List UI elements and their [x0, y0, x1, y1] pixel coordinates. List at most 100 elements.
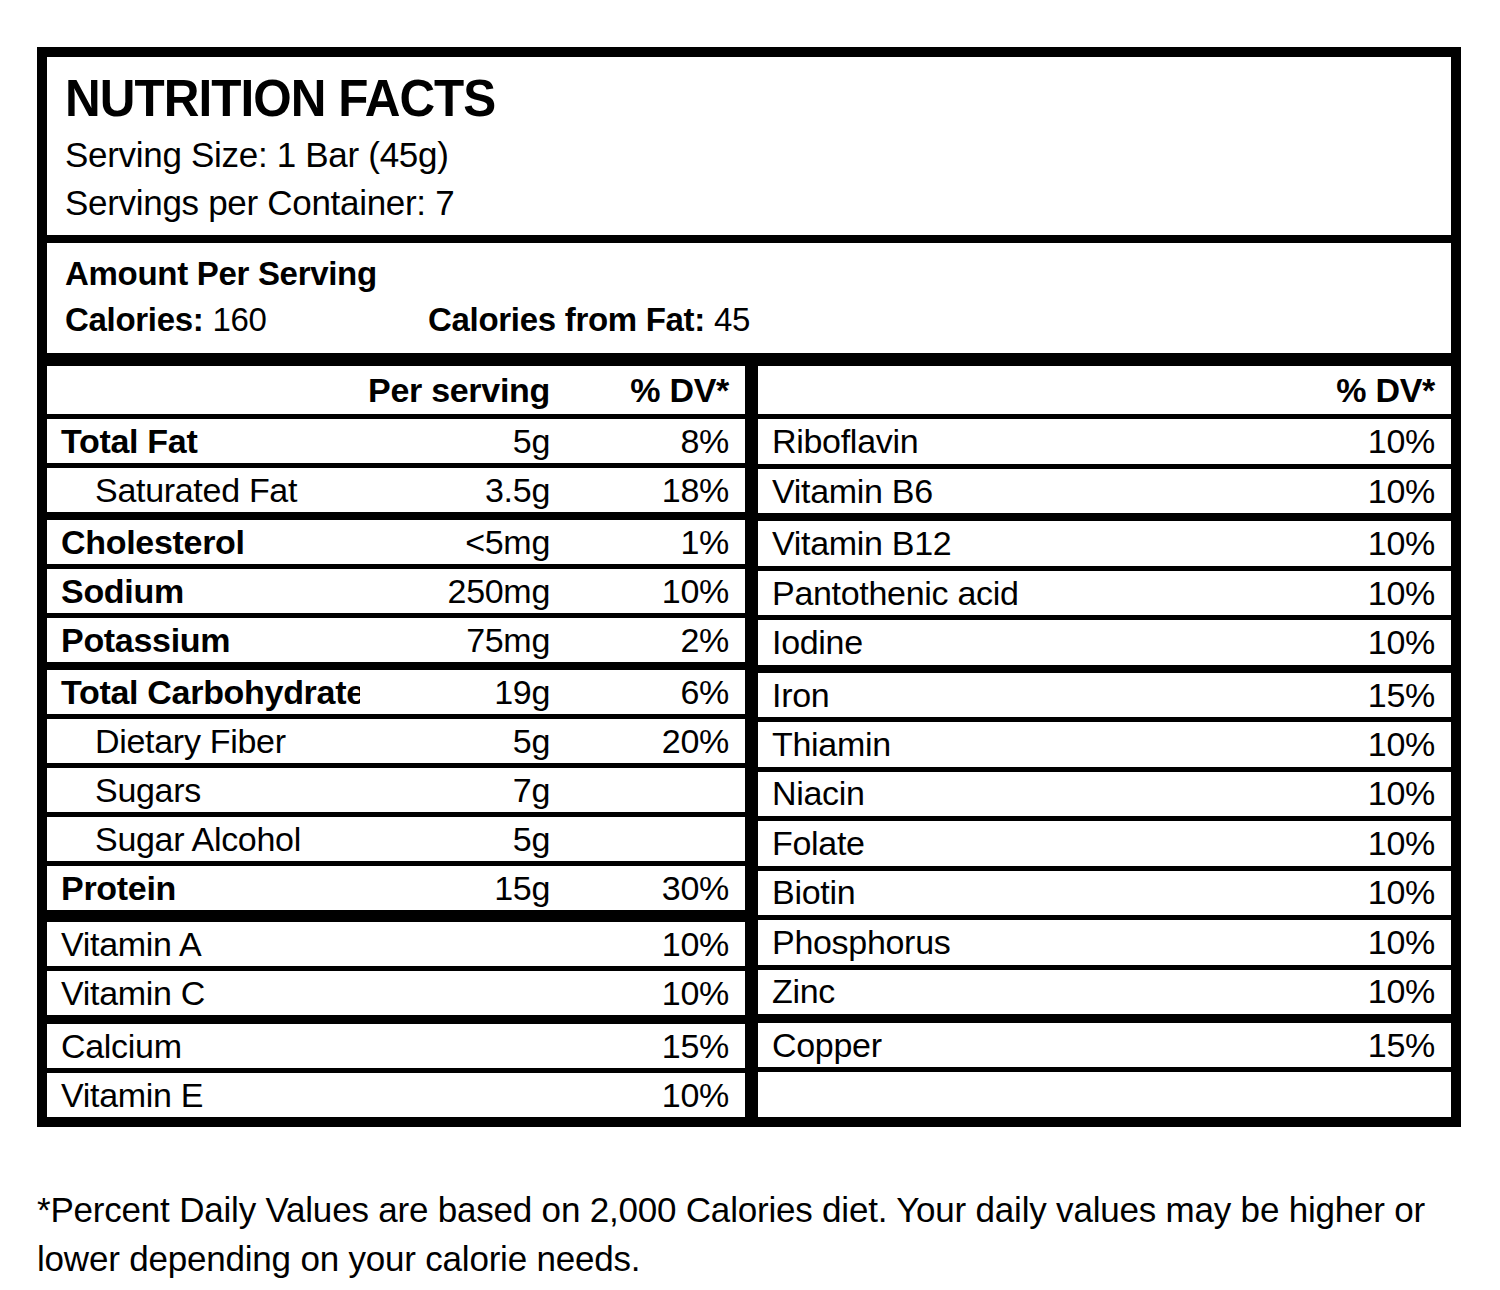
section-divider [47, 235, 1451, 243]
servings-per-container: Servings per Container: 7 [65, 179, 1437, 227]
nutrient-name: Total Carbohydrates [47, 666, 360, 717]
table-row: Folate 10% [758, 819, 1451, 868]
nutrient-amount: <5mg [360, 516, 554, 567]
nutrient-name: Vitamin C [47, 969, 360, 1020]
label-title: NUTRITION FACTS [65, 65, 1368, 131]
table-row: Pantothenic acid 10% [758, 568, 1451, 617]
nutrient-amount [360, 1071, 554, 1118]
table-row: Zinc 10% [758, 967, 1451, 1018]
label-header-section: NUTRITION FACTS Serving Size: 1 Bar (45g… [47, 57, 1451, 235]
calories-from-fat-value: 45 [714, 301, 750, 338]
nutrient-dv: 1% [554, 516, 745, 567]
nutrient-dv: 20% [554, 717, 745, 766]
nutrient-name: Sugars [47, 766, 360, 815]
table-row [758, 1070, 1451, 1117]
nutrient-amount: 19g [360, 666, 554, 717]
nutrient-dv: 10% [554, 916, 745, 969]
nutrient-dv: 8% [554, 417, 745, 466]
table-header-row: % DV* [758, 366, 1451, 417]
amount-per-serving-section: Amount Per Serving Calories: 160 Calorie… [47, 243, 1451, 353]
nutrient-dv [554, 815, 745, 864]
table-row: Vitamin A 10% [47, 916, 745, 969]
column-header-empty [758, 366, 1235, 417]
nutrient-amount [360, 969, 554, 1020]
table-row: Sugars 7g [47, 766, 745, 815]
calories-from-fat-label: Calories from Fat: [428, 301, 705, 338]
nutrient-dv: 10% [1235, 417, 1451, 466]
nutrient-dv: 10% [554, 1071, 745, 1118]
table-row: Cholesterol <5mg 1% [47, 516, 745, 567]
calories: Calories: 160 [65, 301, 267, 338]
table-row: Sodium 250mg 10% [47, 567, 745, 616]
nutrient-dv: 10% [554, 567, 745, 616]
nutrient-dv: 10% [554, 969, 745, 1020]
table-row: Dietary Fiber 5g 20% [47, 717, 745, 766]
table-row: Protein 15g 30% [47, 864, 745, 917]
nutrient-name: Iodine [758, 618, 1235, 669]
nutrient-name: Riboflavin [758, 417, 1235, 466]
nutrient-amount: 3.5g [360, 466, 554, 517]
calories-label: Calories: [65, 301, 204, 338]
calories-from-fat: Calories from Fat: 45 [428, 297, 750, 343]
table-row: Vitamin B12 10% [758, 517, 1451, 568]
table-row: Riboflavin 10% [758, 417, 1451, 466]
nutrient-amount [360, 916, 554, 969]
nutrient-dv [554, 766, 745, 815]
nutrient-amount: 7g [360, 766, 554, 815]
nutrient-dv: 15% [1235, 1018, 1451, 1069]
table-row: Vitamin E 10% [47, 1071, 745, 1118]
nutrient-dv: 10% [1235, 568, 1451, 617]
table-row: Total Carbohydrates 19g 6% [47, 666, 745, 717]
table-row: Sugar Alcohol 5g [47, 815, 745, 864]
left-nutrient-table: Per serving % DV* Total Fat 5g 8% Satura… [47, 366, 745, 1117]
footnote: *Percent Daily Values are based on 2,000… [37, 1185, 1482, 1283]
table-row: Phosphorus 10% [758, 918, 1451, 967]
nutrient-name: Folate [758, 819, 1235, 868]
nutrient-dv [1235, 1070, 1451, 1117]
nutrient-name: Dietary Fiber [47, 717, 360, 766]
nutrient-dv: 10% [1235, 967, 1451, 1018]
nutrient-dv: 15% [1235, 669, 1451, 720]
table-row: Iodine 10% [758, 618, 1451, 669]
nutrient-amount: 5g [360, 815, 554, 864]
nutrient-dv: 10% [1235, 466, 1451, 517]
nutrient-name: Total Fat [47, 417, 360, 466]
nutrient-name: Vitamin A [47, 916, 360, 969]
nutrient-amount: 15g [360, 864, 554, 917]
table-row: Calcium 15% [47, 1020, 745, 1071]
nutrient-name: Vitamin E [47, 1071, 360, 1118]
nutrient-tables: Per serving % DV* Total Fat 5g 8% Satura… [47, 366, 1451, 1117]
nutrient-dv: 10% [1235, 868, 1451, 917]
table-row: Niacin 10% [758, 769, 1451, 818]
nutrient-name: Protein [47, 864, 360, 917]
nutrient-dv: 10% [1235, 618, 1451, 669]
nutrient-name: Biotin [758, 868, 1235, 917]
right-nutrient-table: % DV* Riboflavin 10% Vitamin B6 10% Vita… [758, 366, 1451, 1117]
table-row: Copper 15% [758, 1018, 1451, 1069]
nutrient-dv: 15% [554, 1020, 745, 1071]
nutrient-name: Potassium [47, 616, 360, 667]
nutrient-amount: 5g [360, 417, 554, 466]
table-header-row: Per serving % DV* [47, 366, 745, 417]
column-header-dv: % DV* [554, 366, 745, 417]
table-row: Potassium 75mg 2% [47, 616, 745, 667]
nutrient-name: Calcium [47, 1020, 360, 1071]
column-header-dv: % DV* [1235, 366, 1451, 417]
nutrient-amount [360, 1020, 554, 1071]
nutrient-dv: 2% [554, 616, 745, 667]
calories-value: 160 [212, 301, 266, 338]
nutrient-name: Sodium [47, 567, 360, 616]
table-row: Total Fat 5g 8% [47, 417, 745, 466]
nutrient-name: Niacin [758, 769, 1235, 818]
nutrient-dv: 18% [554, 466, 745, 517]
nutrition-facts-label: NUTRITION FACTS Serving Size: 1 Bar (45g… [37, 47, 1461, 1127]
table-row: Vitamin C 10% [47, 969, 745, 1020]
page: NUTRITION FACTS Serving Size: 1 Bar (45g… [0, 0, 1500, 1290]
nutrient-name: Pantothenic acid [758, 568, 1235, 617]
table-divider [745, 366, 758, 1117]
nutrient-name: Saturated Fat [47, 466, 360, 517]
amount-per-serving-heading: Amount Per Serving [65, 251, 1437, 297]
table-row: Vitamin B6 10% [758, 466, 1451, 517]
nutrient-name: Sugar Alcohol [47, 815, 360, 864]
column-header-empty [47, 366, 360, 417]
